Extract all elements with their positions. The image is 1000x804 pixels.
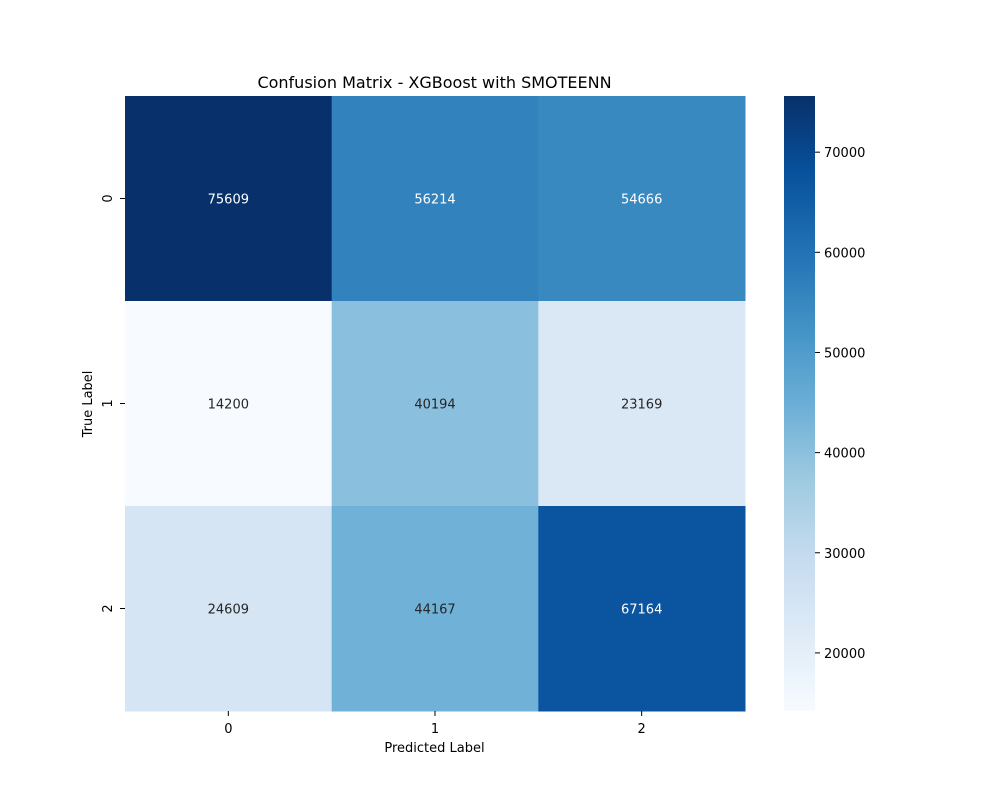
heatmap-cell xyxy=(331,96,539,302)
x-axis-ticks: 0 1 2 xyxy=(224,711,646,737)
colorbar-tick-label: 50000 xyxy=(824,346,865,361)
cell-value-label: 75609 xyxy=(208,193,249,208)
y-axis-ticks: 0 1 2 xyxy=(101,194,125,613)
colorbar-ticks: 20000 30000 40000 50000 60000 70000 xyxy=(815,146,865,662)
heatmap-cell xyxy=(538,301,746,507)
heatmap-cell xyxy=(331,301,539,507)
cell-value-label: 44167 xyxy=(414,603,455,618)
x-tick-label: 1 xyxy=(431,722,439,737)
colorbar-tick-label: 20000 xyxy=(824,647,865,662)
y-tick-label: 1 xyxy=(101,399,116,407)
x-tick-label: 0 xyxy=(224,722,232,737)
x-tick-label: 2 xyxy=(638,722,646,737)
heatmap-cell xyxy=(125,96,333,302)
heatmap-cell xyxy=(538,506,746,712)
cell-value-label: 14200 xyxy=(208,398,249,413)
cell-value-labels: 75609 56214 54666 14200 40194 23169 24609 44167… xyxy=(208,193,663,618)
heatmap-cell xyxy=(331,506,539,712)
heatmap-cells xyxy=(125,96,746,712)
heatmap-cell xyxy=(125,301,333,507)
heatmap-cell xyxy=(125,506,333,712)
cell-value-label: 67164 xyxy=(621,603,662,618)
y-axis-label: True Label xyxy=(81,371,96,439)
colorbar xyxy=(784,96,815,711)
colorbar-tick-label: 40000 xyxy=(824,447,865,462)
colorbar-tick-label: 30000 xyxy=(824,547,865,562)
colorbar-tick-label: 60000 xyxy=(824,246,865,261)
cell-value-label: 24609 xyxy=(208,603,249,618)
cell-value-label: 23169 xyxy=(621,398,662,413)
y-tick-label: 0 xyxy=(101,194,116,202)
y-tick-label: 2 xyxy=(101,604,116,612)
heatmap-cell xyxy=(538,96,746,302)
x-axis-label: Predicted Label xyxy=(384,741,484,756)
cell-value-label: 40194 xyxy=(414,398,455,413)
colorbar-tick-label: 70000 xyxy=(824,146,865,161)
cell-value-label: 56214 xyxy=(414,193,455,208)
cell-value-label: 54666 xyxy=(621,193,662,208)
chart-title: Confusion Matrix - XGBoost with SMOTEENN xyxy=(257,73,611,92)
